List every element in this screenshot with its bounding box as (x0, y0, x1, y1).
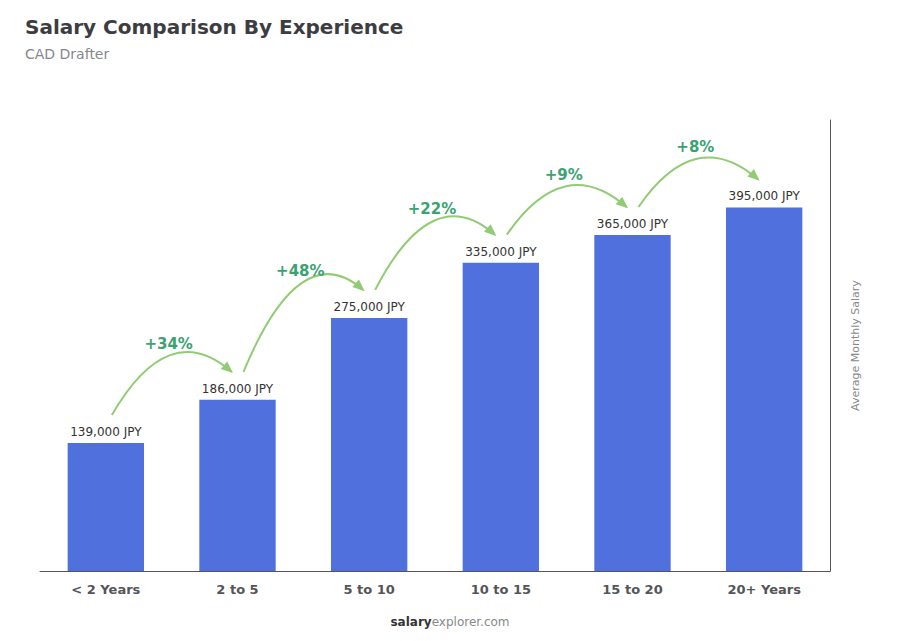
svg-text:186,000 JPY: 186,000 JPY (202, 382, 274, 396)
svg-text:10 to 15: 10 to 15 (471, 582, 531, 597)
svg-text:salary: salary (390, 615, 431, 629)
svg-text:2 to 5: 2 to 5 (216, 582, 258, 597)
svg-text:explorer.com: explorer.com (432, 615, 510, 629)
svg-text:CAD Drafter: CAD Drafter (25, 46, 109, 62)
svg-text:20+ Years: 20+ Years (727, 582, 801, 597)
svg-text:+22%: +22% (408, 200, 456, 218)
svg-text:5 to 10: 5 to 10 (343, 582, 394, 597)
svg-text:15 to 20: 15 to 20 (602, 582, 662, 597)
svg-text:Salary Comparison By Experienc: Salary Comparison By Experience (25, 15, 403, 39)
svg-text:395,000 JPY: 395,000 JPY (729, 189, 801, 203)
svg-text:+8%: +8% (676, 138, 714, 156)
svg-text:Average Monthly Salary: Average Monthly Salary (849, 280, 862, 411)
svg-text:275,000 JPY: 275,000 JPY (334, 300, 406, 314)
svg-text:365,000 JPY: 365,000 JPY (597, 217, 669, 231)
svg-text:+34%: +34% (144, 335, 192, 353)
svg-text:+9%: +9% (545, 166, 583, 184)
svg-text:139,000 JPY: 139,000 JPY (70, 425, 142, 439)
svg-text:+48%: +48% (276, 262, 324, 280)
svg-text:< 2 Years: < 2 Years (71, 582, 140, 597)
svg-text:335,000 JPY: 335,000 JPY (465, 245, 537, 259)
